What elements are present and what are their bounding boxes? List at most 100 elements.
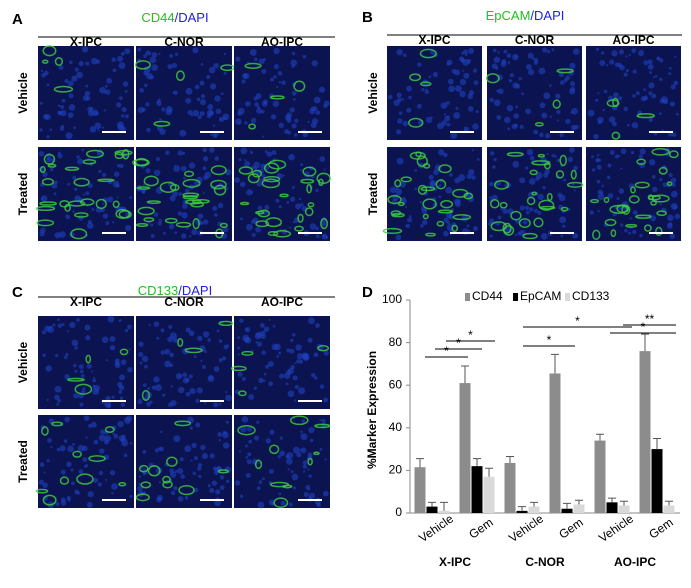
stain xyxy=(43,153,56,165)
column-label: X-IPC xyxy=(418,33,450,47)
nucleus xyxy=(513,113,520,119)
nucleus xyxy=(443,230,449,237)
nucleus xyxy=(324,100,330,107)
nucleus xyxy=(87,183,93,189)
nucleus xyxy=(559,216,567,224)
column-label: AO-IPC xyxy=(613,33,655,47)
stain xyxy=(72,450,82,458)
nucleus xyxy=(631,121,639,129)
nucleus xyxy=(255,226,261,233)
stain xyxy=(499,201,508,209)
nucleus xyxy=(268,318,271,321)
nucleus xyxy=(620,148,627,155)
nucleus xyxy=(307,120,310,124)
nucleus xyxy=(635,91,640,96)
nucleus xyxy=(632,210,638,216)
nucleus xyxy=(437,122,444,130)
nucleus xyxy=(55,501,60,507)
y-tick-label: 40 xyxy=(389,420,403,434)
nucleus xyxy=(464,126,467,129)
nucleus xyxy=(637,50,645,57)
stain xyxy=(656,210,667,217)
nucleus xyxy=(214,213,218,217)
nucleus xyxy=(448,78,454,85)
nucleus xyxy=(40,72,46,78)
legend-swatch xyxy=(465,293,470,301)
nucleus xyxy=(213,402,219,408)
stain xyxy=(436,220,445,227)
nucleus xyxy=(310,372,316,378)
nucleus xyxy=(109,344,116,351)
nucleus xyxy=(172,91,176,94)
nucleus xyxy=(673,205,678,210)
nucleus xyxy=(150,233,155,238)
nucleus xyxy=(468,169,475,176)
nucleus xyxy=(193,355,197,359)
nucleus xyxy=(182,377,189,384)
nucleus xyxy=(323,397,329,403)
nucleus xyxy=(423,191,428,196)
nucleus xyxy=(471,175,476,180)
nucleus xyxy=(308,492,316,499)
nucleus xyxy=(179,374,182,378)
nucleus xyxy=(200,221,204,225)
nucleus xyxy=(299,169,302,172)
nucleus xyxy=(145,50,151,56)
nucleus xyxy=(120,51,125,56)
nucleus xyxy=(617,62,622,68)
nucleus xyxy=(98,434,106,442)
nucleus xyxy=(214,156,220,161)
nucleus xyxy=(45,365,52,372)
stain xyxy=(610,229,617,238)
nucleus xyxy=(406,85,412,92)
nucleus xyxy=(632,229,637,235)
nucleus xyxy=(175,372,183,380)
bar xyxy=(438,510,450,513)
stain xyxy=(611,131,621,140)
stain xyxy=(255,210,265,215)
nucleus xyxy=(162,231,166,235)
nucleus xyxy=(600,51,605,55)
nucleus xyxy=(463,72,470,79)
nucleus xyxy=(525,166,529,170)
nucleus xyxy=(643,88,647,92)
stain xyxy=(162,475,171,484)
nucleus xyxy=(295,344,302,351)
nucleus xyxy=(46,398,49,401)
nucleus xyxy=(153,376,160,383)
nucleus xyxy=(563,78,568,83)
nucleus xyxy=(403,53,407,58)
nucleus xyxy=(504,116,511,124)
nucleus xyxy=(91,57,98,65)
stain xyxy=(137,206,155,216)
nucleus xyxy=(402,120,409,127)
nucleus xyxy=(597,120,602,125)
stain xyxy=(178,484,195,496)
nucleus xyxy=(670,84,676,90)
nucleus xyxy=(396,92,402,98)
group-label: AO-IPC xyxy=(614,555,656,569)
nucleus xyxy=(670,190,678,198)
nucleus xyxy=(94,122,102,130)
stain xyxy=(289,415,309,426)
nucleus xyxy=(609,59,615,65)
nucleus xyxy=(471,149,474,152)
nucleus xyxy=(78,60,84,67)
nucleus xyxy=(616,196,620,201)
nucleus xyxy=(223,71,227,75)
nucleus xyxy=(269,429,275,435)
stain xyxy=(635,214,652,219)
nucleus xyxy=(42,353,46,358)
nucleus xyxy=(515,105,518,109)
nucleus xyxy=(127,324,132,330)
nucleus xyxy=(46,83,50,87)
nucleus xyxy=(557,192,563,198)
stain xyxy=(217,469,230,474)
nucleus xyxy=(46,135,50,139)
nucleus xyxy=(396,49,403,56)
stain xyxy=(636,113,655,119)
nucleus xyxy=(173,435,181,443)
nucleus xyxy=(244,444,248,448)
micrograph xyxy=(234,316,330,409)
nucleus xyxy=(602,108,605,112)
